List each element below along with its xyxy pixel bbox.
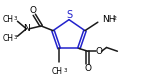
Text: N: N [23, 24, 30, 33]
Text: CH: CH [3, 34, 14, 43]
Text: CH: CH [3, 15, 14, 24]
Text: O: O [84, 64, 91, 73]
Text: S: S [66, 10, 72, 20]
Text: NH: NH [102, 15, 115, 24]
Text: 3: 3 [64, 68, 68, 73]
Text: 3: 3 [14, 35, 17, 40]
Text: CH: CH [52, 67, 63, 76]
Text: 2: 2 [112, 16, 116, 21]
Text: O: O [95, 47, 102, 56]
Text: 3: 3 [14, 16, 17, 21]
Text: O: O [30, 6, 37, 15]
